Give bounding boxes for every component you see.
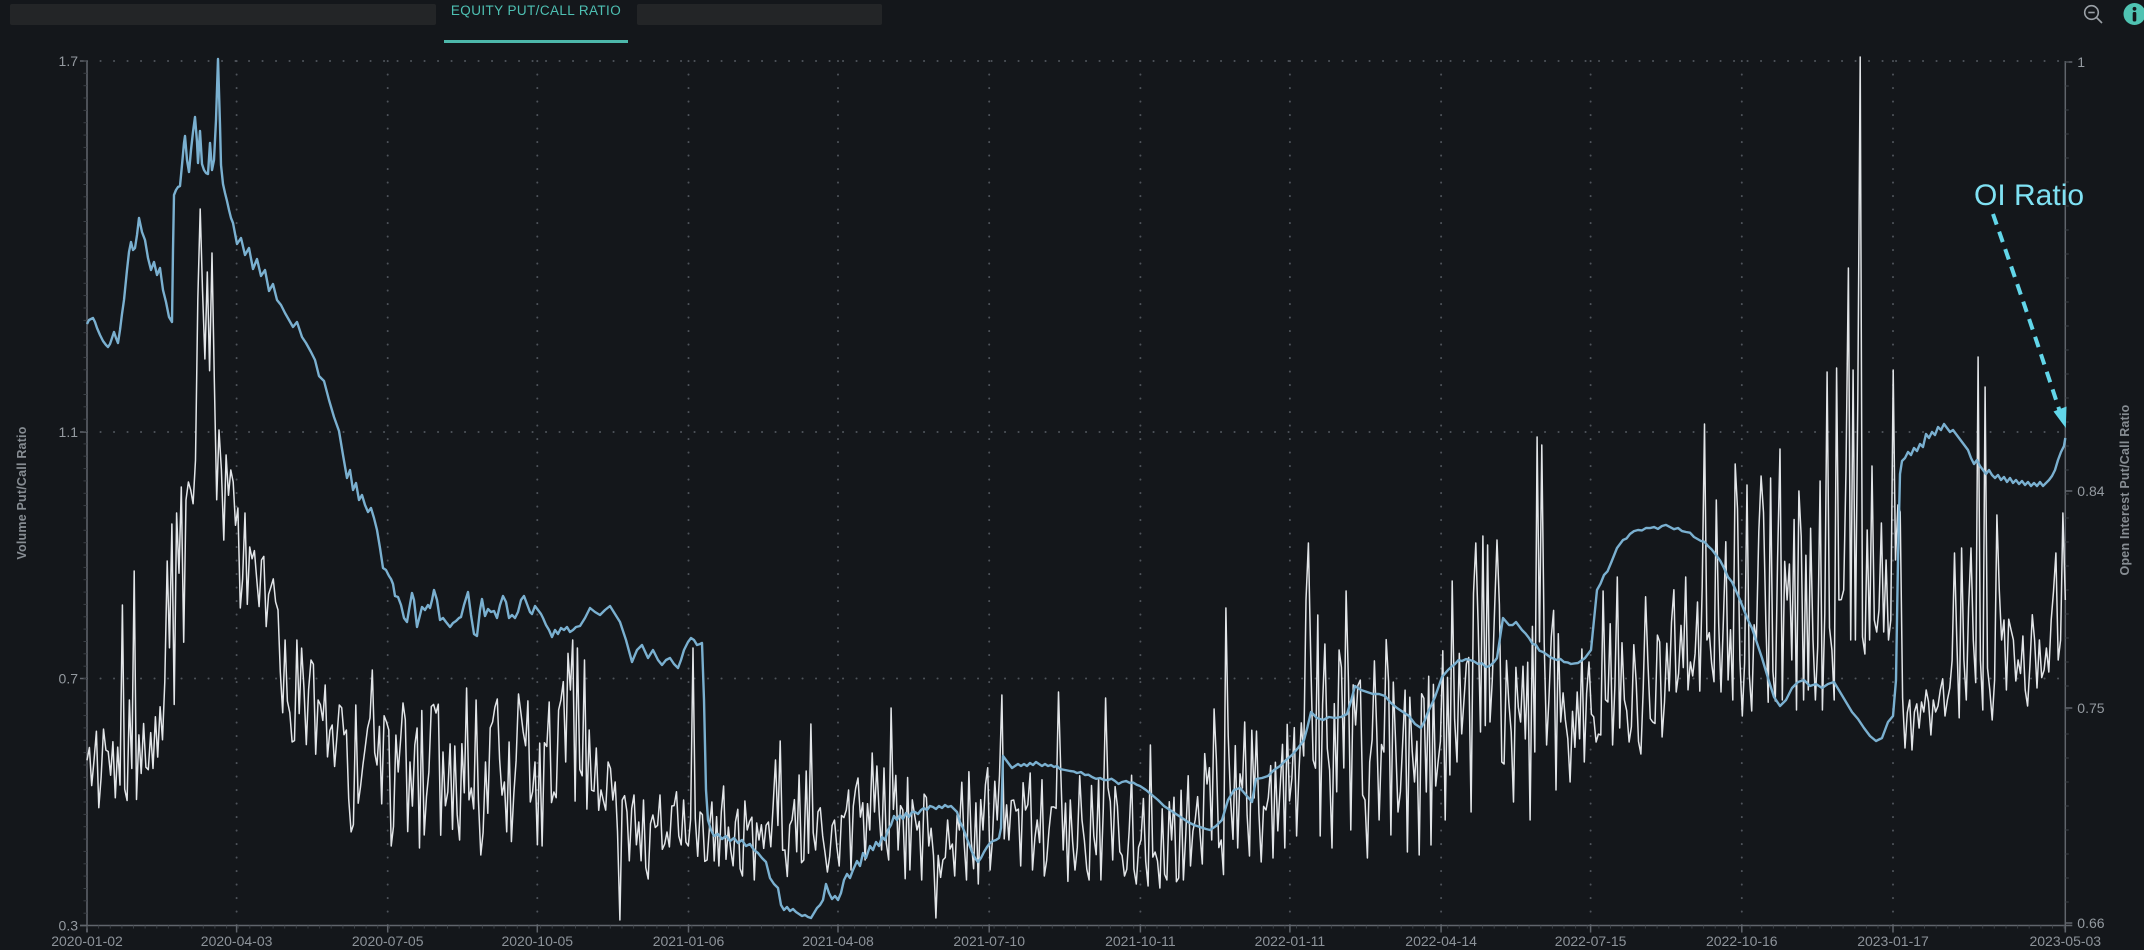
svg-text:2023-05-03: 2023-05-03 [2029, 933, 2101, 949]
svg-text:0.3: 0.3 [59, 918, 79, 934]
svg-text:Open Interest Put/Call Ratio: Open Interest Put/Call Ratio [2118, 404, 2132, 575]
svg-text:0.75: 0.75 [2077, 700, 2104, 716]
svg-text:OI Ratio: OI Ratio [1974, 179, 2084, 212]
svg-text:2021-01-06: 2021-01-06 [653, 933, 725, 949]
svg-text:2020-04-03: 2020-04-03 [201, 933, 273, 949]
svg-text:2020-01-02: 2020-01-02 [51, 933, 123, 949]
svg-text:2022-01-11: 2022-01-11 [1255, 933, 1326, 949]
svg-text:2021-04-08: 2021-04-08 [802, 933, 874, 949]
svg-text:1.1: 1.1 [59, 424, 79, 440]
svg-text:2020-07-05: 2020-07-05 [352, 933, 424, 949]
svg-text:1: 1 [2077, 54, 2085, 70]
svg-text:2022-04-14: 2022-04-14 [1405, 933, 1477, 949]
svg-text:1.7: 1.7 [59, 53, 79, 69]
svg-text:2023-01-17: 2023-01-17 [1857, 933, 1929, 949]
svg-text:Volume Put/Call Ratio: Volume Put/Call Ratio [15, 426, 29, 559]
svg-text:0.7: 0.7 [59, 671, 79, 687]
svg-text:2022-10-16: 2022-10-16 [1706, 933, 1778, 949]
svg-text:2022-07-15: 2022-07-15 [1555, 933, 1627, 949]
svg-text:0.84: 0.84 [2077, 483, 2104, 499]
svg-text:2021-10-11: 2021-10-11 [1105, 933, 1176, 949]
svg-text:2021-07-10: 2021-07-10 [953, 933, 1025, 949]
svg-text:2020-10-05: 2020-10-05 [501, 933, 573, 949]
svg-text:0.66: 0.66 [2077, 915, 2104, 931]
